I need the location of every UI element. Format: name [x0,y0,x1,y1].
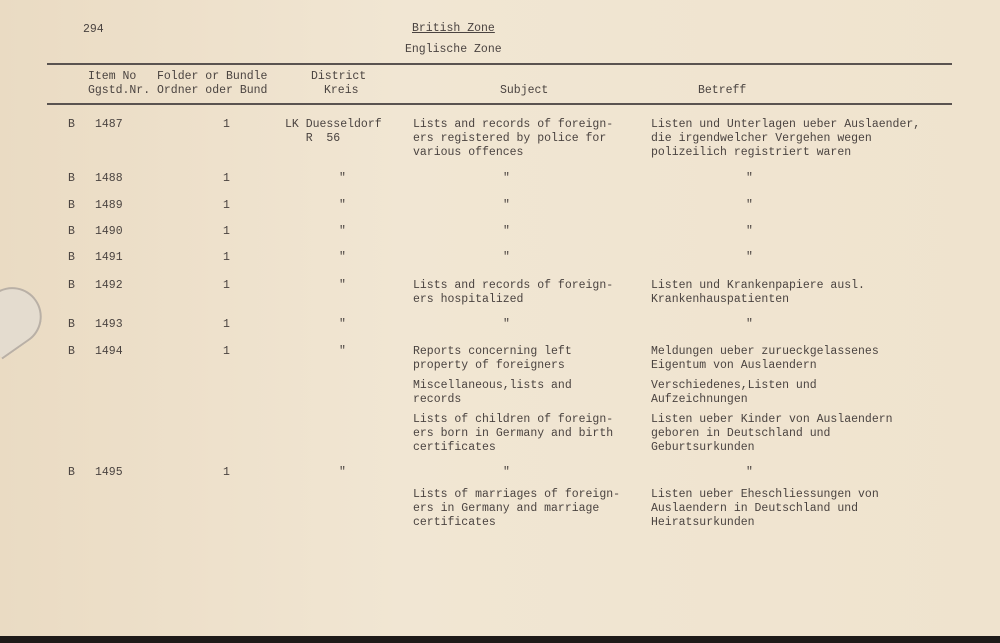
row-betreff: " [746,199,753,212]
row-item-number: 1487 [95,118,123,131]
page-subtitle: Englische Zone [405,43,502,56]
row-district: " [339,225,346,238]
scan-edge [0,636,1000,643]
row-item-prefix: B [68,251,75,264]
row-betreff: Listen und Unterlagen ueber Auslaender, … [651,118,921,159]
row-item-prefix: B [68,345,75,358]
row-subject: " [503,251,510,264]
row-betreff: Listen ueber Eheschliessungen von Auslae… [651,488,879,529]
row-betreff: Meldungen ueber zurueckgelassenes Eigent… [651,345,879,372]
row-item-number: 1494 [95,345,123,358]
row-folder-number: 1 [223,118,230,131]
header-subject: Subject [500,84,549,97]
row-item-number: 1488 [95,172,123,185]
row-betreff: Listen und Krankenpapiere ausl. Krankenh… [651,279,865,306]
row-item-number: 1493 [95,318,123,331]
row-folder-number: 1 [223,345,230,358]
row-betreff: " [746,225,753,238]
row-betreff: " [746,318,753,331]
row-betreff: Verschiedenes,Listen und Aufzeichnungen [651,379,817,406]
row-betreff: " [746,251,753,264]
row-folder-number: 1 [223,199,230,212]
row-item-prefix: B [68,225,75,238]
header-district-de: Kreis [324,84,359,97]
row-subject: Lists and records of foreign- ers regist… [413,118,614,159]
row-subject: Miscellaneous,lists and records [413,379,572,406]
page-title: British Zone [412,22,495,35]
row-betreff: " [746,466,753,479]
row-subject: " [503,318,510,331]
row-district: " [339,318,346,331]
row-folder-number: 1 [223,251,230,264]
row-betreff: Listen ueber Kinder von Auslaendern gebo… [651,413,893,454]
row-item-prefix: B [68,466,75,479]
row-subject: Reports concerning left property of fore… [413,345,572,372]
header-item-en: Item No [88,70,137,83]
row-folder-number: 1 [223,225,230,238]
row-item-number: 1489 [95,199,123,212]
header-betreff: Betreff [698,84,747,97]
header-item-de: Ggstd.Nr. [88,84,151,97]
header-district-en: District [311,70,367,83]
row-subject: " [503,466,510,479]
header-top-rule [47,63,952,65]
row-item-number: 1490 [95,225,123,238]
row-subject: Lists of marriages of foreign- ers in Ge… [413,488,621,529]
row-folder-number: 1 [223,279,230,292]
row-item-prefix: B [68,118,75,131]
row-item-number: 1492 [95,279,123,292]
row-district: " [339,172,346,185]
paper-clip [0,275,54,360]
row-subject: " [503,199,510,212]
row-item-prefix: B [68,279,75,292]
row-betreff: " [746,172,753,185]
row-item-prefix: B [68,318,75,331]
header-folder: Folder or Bundle Ordner oder Bund [157,70,267,98]
header-folder-en: Folder or Bundle [157,70,268,83]
row-folder-number: 1 [223,466,230,479]
row-item-number: 1495 [95,466,123,479]
row-subject: Lists of children of foreign- ers born i… [413,413,614,454]
row-district: " [339,345,346,358]
row-subject: Lists and records of foreign- ers hospit… [413,279,614,306]
row-district: " [339,466,346,479]
header-bottom-rule [47,103,952,105]
row-subject: " [503,172,510,185]
row-folder-number: 1 [223,318,230,331]
row-subject: " [503,225,510,238]
row-district: LK Duesseldorf R 56 [285,118,382,145]
row-item-prefix: B [68,172,75,185]
header-item: Item No Ggstd.Nr. [88,70,150,98]
row-district: " [339,199,346,212]
row-item-number: 1491 [95,251,123,264]
row-folder-number: 1 [223,172,230,185]
row-district: " [339,279,346,292]
row-item-prefix: B [68,199,75,212]
header-folder-de: Ordner oder Bund [157,84,268,97]
page-number: 294 [83,23,104,36]
row-district: " [339,251,346,264]
